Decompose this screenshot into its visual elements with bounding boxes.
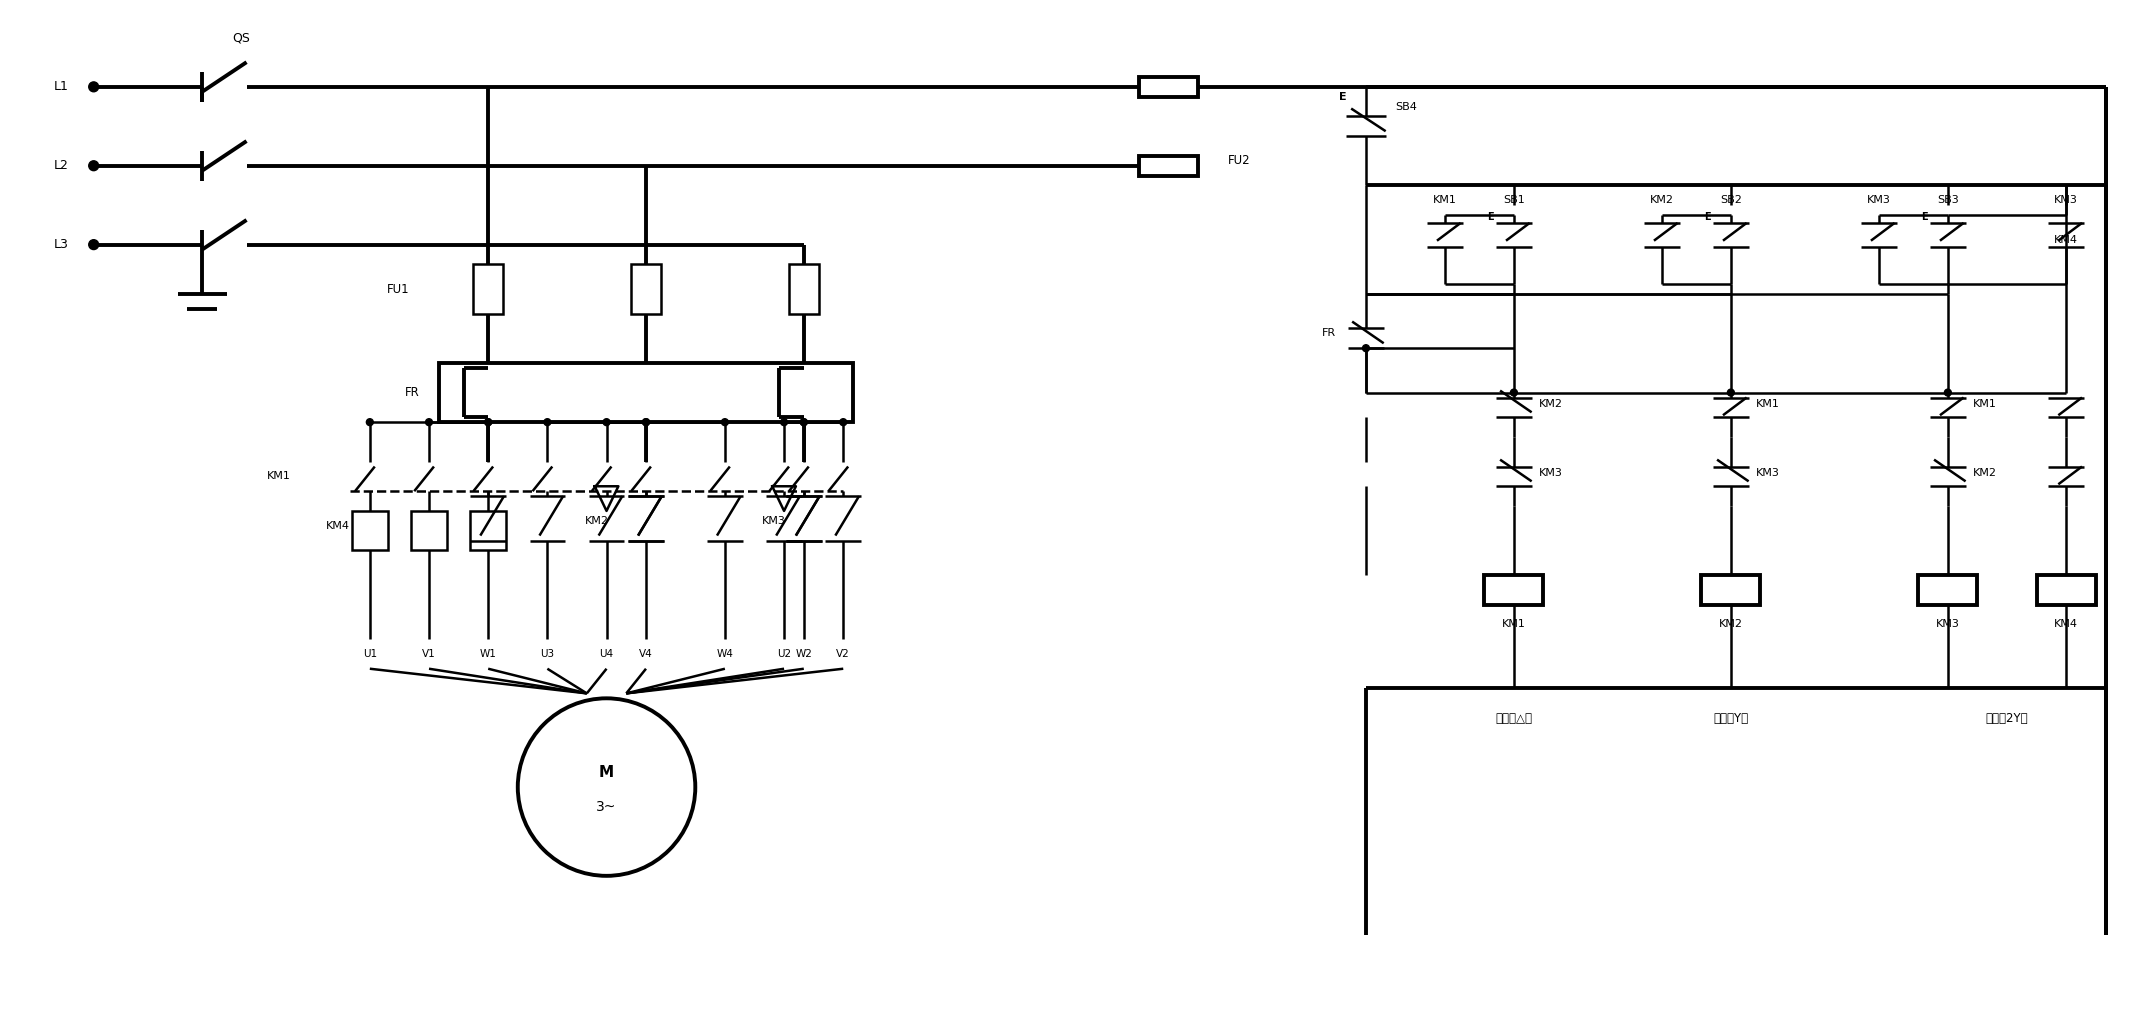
Text: W2: W2 xyxy=(796,649,811,659)
Text: QS: QS xyxy=(232,31,250,44)
Text: KM1: KM1 xyxy=(267,471,291,481)
Text: KM2: KM2 xyxy=(1719,620,1743,629)
Circle shape xyxy=(88,161,99,171)
Circle shape xyxy=(801,419,807,426)
Bar xyxy=(631,264,661,313)
Circle shape xyxy=(1945,389,1952,396)
Circle shape xyxy=(88,240,99,250)
Circle shape xyxy=(484,419,491,426)
Circle shape xyxy=(839,419,846,426)
Text: SB2: SB2 xyxy=(1719,195,1741,205)
Bar xyxy=(1138,77,1199,97)
Bar xyxy=(353,511,387,550)
Bar xyxy=(471,511,506,550)
Text: E: E xyxy=(1339,92,1347,102)
Circle shape xyxy=(366,419,372,426)
Circle shape xyxy=(544,419,551,426)
Bar xyxy=(1917,575,1978,605)
Text: L2: L2 xyxy=(54,160,69,172)
Circle shape xyxy=(1362,345,1369,352)
Text: M: M xyxy=(598,764,613,779)
Text: FU2: FU2 xyxy=(1229,155,1250,167)
Text: L1: L1 xyxy=(54,80,69,93)
Circle shape xyxy=(603,419,609,426)
Text: W4: W4 xyxy=(717,649,734,659)
Circle shape xyxy=(1511,389,1517,396)
Text: 低速（△）: 低速（△） xyxy=(1496,712,1532,725)
Text: KM3: KM3 xyxy=(1868,195,1892,205)
Text: SB4: SB4 xyxy=(1394,101,1418,111)
Circle shape xyxy=(426,419,433,426)
Text: KM3: KM3 xyxy=(1756,468,1780,478)
Text: FR: FR xyxy=(405,386,420,399)
Text: KM1: KM1 xyxy=(1502,620,1526,629)
Bar xyxy=(411,511,448,550)
Text: E: E xyxy=(1704,212,1711,222)
Text: KM4: KM4 xyxy=(2055,620,2079,629)
Circle shape xyxy=(801,419,807,426)
Text: FR: FR xyxy=(1321,329,1336,339)
Text: E: E xyxy=(1487,212,1493,222)
Text: KM1: KM1 xyxy=(1433,195,1457,205)
Bar xyxy=(1138,156,1199,176)
Circle shape xyxy=(721,419,727,426)
Bar xyxy=(473,264,504,313)
Text: V2: V2 xyxy=(837,649,850,659)
Text: KM3: KM3 xyxy=(1539,468,1562,478)
Text: 中速（Y）: 中速（Y） xyxy=(1713,712,1747,725)
Circle shape xyxy=(1728,389,1735,396)
Text: 3~: 3~ xyxy=(596,800,618,814)
Text: KM2: KM2 xyxy=(1651,195,1674,205)
Text: U2: U2 xyxy=(777,649,792,659)
Text: KM2: KM2 xyxy=(585,516,609,526)
Text: KM3: KM3 xyxy=(1937,620,1960,629)
Text: KM3: KM3 xyxy=(2055,195,2079,205)
Text: KM1: KM1 xyxy=(1756,399,1780,409)
Bar xyxy=(790,264,818,313)
Text: W1: W1 xyxy=(480,649,497,659)
Text: L3: L3 xyxy=(54,239,69,251)
Text: 高速（2Y）: 高速（2Y） xyxy=(1986,712,2029,725)
Circle shape xyxy=(643,419,650,426)
Text: SB1: SB1 xyxy=(1502,195,1526,205)
Text: U3: U3 xyxy=(540,649,555,659)
Bar xyxy=(1702,575,1760,605)
Text: KM4: KM4 xyxy=(2055,235,2079,245)
Text: V1: V1 xyxy=(422,649,437,659)
Circle shape xyxy=(643,419,650,426)
Bar xyxy=(2036,575,2096,605)
Circle shape xyxy=(484,419,491,426)
Circle shape xyxy=(781,419,788,426)
Text: V4: V4 xyxy=(639,649,652,659)
Circle shape xyxy=(88,82,99,92)
Text: U4: U4 xyxy=(600,649,613,659)
Text: U1: U1 xyxy=(364,649,377,659)
Text: FU1: FU1 xyxy=(387,282,409,295)
Circle shape xyxy=(519,699,695,876)
Text: KM1: KM1 xyxy=(1973,399,1997,409)
Text: E: E xyxy=(1922,212,1928,222)
Text: KM2: KM2 xyxy=(1539,399,1562,409)
Text: KM3: KM3 xyxy=(762,516,785,526)
Text: SB3: SB3 xyxy=(1937,195,1958,205)
Bar xyxy=(1485,575,1543,605)
Text: KM4: KM4 xyxy=(327,521,351,531)
Bar xyxy=(439,363,852,423)
Text: KM2: KM2 xyxy=(1973,468,1997,478)
